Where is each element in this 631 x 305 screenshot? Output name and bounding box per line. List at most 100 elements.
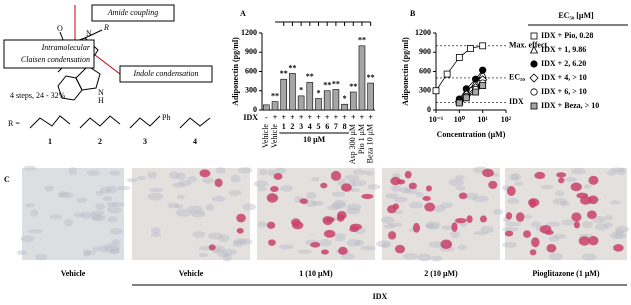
cell xyxy=(150,232,162,237)
lipid-cell xyxy=(539,225,552,234)
x-tick-label: 10² xyxy=(501,115,512,124)
significance: ** xyxy=(323,81,331,90)
cell xyxy=(64,218,74,227)
y-tick-label: 600 xyxy=(419,66,431,75)
significance: ** xyxy=(280,69,288,78)
image-label: 1 (10 μM) xyxy=(299,269,333,278)
cell xyxy=(211,195,226,202)
treatment: + xyxy=(351,113,356,122)
lipid-cell xyxy=(505,212,513,220)
bar xyxy=(297,95,305,111)
lipid-cell xyxy=(236,227,244,234)
x-tick-label: Vehicle xyxy=(270,124,279,148)
x-tick-label: 1 xyxy=(282,122,286,131)
cell xyxy=(172,182,185,188)
group-label: 10 μM xyxy=(303,135,326,144)
x-tick-label: 2 xyxy=(290,122,294,131)
x-tick-label: Vehicle xyxy=(261,124,270,148)
cell xyxy=(107,206,122,214)
arrow-indole xyxy=(94,54,121,75)
cell xyxy=(222,253,232,262)
y-axis-label: Adiponectin (pg/ml) xyxy=(401,37,410,106)
cell xyxy=(232,240,244,247)
cell xyxy=(564,177,578,183)
cell xyxy=(238,167,253,174)
lipid-cell xyxy=(571,212,582,222)
cell xyxy=(82,249,92,257)
cell xyxy=(388,222,403,227)
cell xyxy=(455,175,465,180)
treatment: + xyxy=(299,113,304,122)
lipid-cell xyxy=(534,171,546,180)
cell xyxy=(109,248,121,255)
cell xyxy=(351,179,367,187)
cell xyxy=(99,186,111,194)
cell xyxy=(430,255,443,262)
significance: ** xyxy=(306,72,314,81)
box-label: Claisen condensation xyxy=(21,55,90,64)
lipid-cell xyxy=(506,186,516,196)
bar xyxy=(280,78,288,111)
cell xyxy=(267,169,276,177)
y-tick-label: 0 xyxy=(253,105,257,114)
micrograph xyxy=(376,166,504,262)
cell xyxy=(192,231,206,238)
legend-label: IDX + 1, 9.86 xyxy=(541,45,586,54)
cell xyxy=(242,203,256,211)
marker xyxy=(472,88,480,96)
treatment: + xyxy=(342,113,347,122)
marker xyxy=(467,45,474,52)
cell xyxy=(25,203,35,208)
cell xyxy=(280,185,294,192)
cell xyxy=(221,248,237,256)
legend-title: EC₅₀ [μM] xyxy=(558,11,594,20)
cell xyxy=(610,231,624,240)
marker xyxy=(432,87,440,95)
lipid-cell xyxy=(523,230,531,238)
cell xyxy=(610,167,626,173)
box-indole xyxy=(119,65,213,83)
cell xyxy=(583,184,592,189)
significance: ** xyxy=(271,91,279,100)
cell xyxy=(352,169,367,175)
y-tick-label: 900 xyxy=(419,47,431,56)
cell xyxy=(207,232,224,240)
cell xyxy=(215,167,226,174)
marker xyxy=(479,42,487,50)
atom: N xyxy=(98,88,104,97)
cell xyxy=(380,242,390,248)
lipid-cell xyxy=(266,221,276,229)
lipid-cell xyxy=(361,193,374,200)
cell xyxy=(147,171,158,179)
cell xyxy=(106,185,118,194)
cell xyxy=(111,239,121,246)
marker xyxy=(462,94,470,102)
cell xyxy=(548,235,560,242)
cell xyxy=(431,205,446,213)
cell xyxy=(175,208,192,217)
lipid-cell xyxy=(214,178,223,188)
marker xyxy=(530,32,538,40)
cell xyxy=(425,223,434,229)
y-tick-label: 600 xyxy=(245,66,257,75)
cell xyxy=(545,221,561,227)
lipid-cell xyxy=(299,198,309,204)
series-line xyxy=(459,85,483,104)
y-tick-label: 300 xyxy=(419,86,431,95)
treatment: + xyxy=(334,113,339,122)
cell xyxy=(30,209,39,217)
cell xyxy=(104,246,120,254)
atom: R xyxy=(103,23,109,32)
cell xyxy=(540,184,554,190)
bar xyxy=(289,73,296,111)
y-tick-label: 0 xyxy=(427,105,431,114)
micrograph xyxy=(253,167,381,260)
lipid-cell xyxy=(578,236,591,246)
bar xyxy=(349,91,357,111)
lipid-cell xyxy=(546,243,557,253)
bar xyxy=(263,104,270,111)
cell xyxy=(417,253,432,262)
y-tick-label: 900 xyxy=(245,47,257,56)
cell xyxy=(167,202,180,209)
